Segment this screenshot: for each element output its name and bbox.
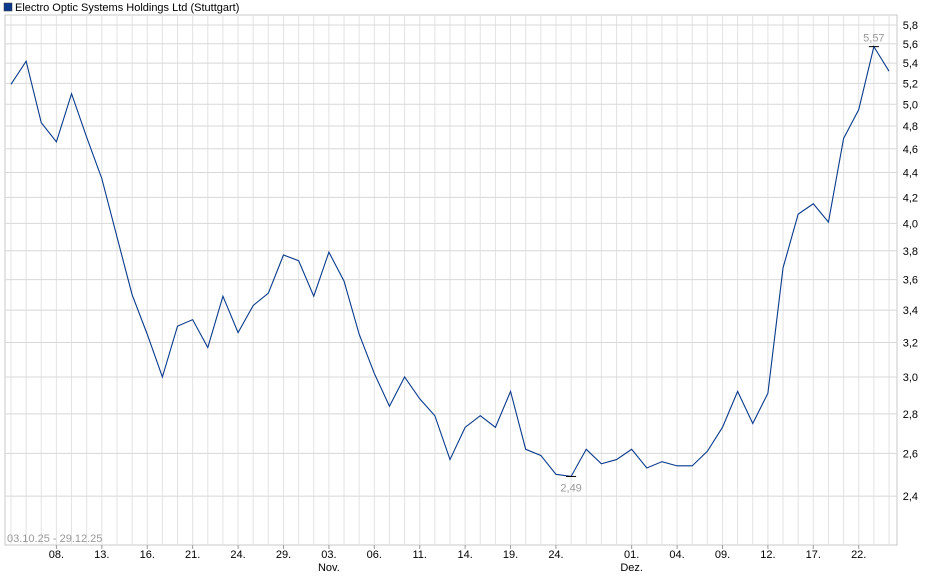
- date-range: 03.10.25 - 29.12.25: [7, 533, 102, 545]
- x-tick-label: 21.: [185, 549, 200, 561]
- y-tick-label: 5,4: [903, 58, 918, 70]
- y-tick-label: 5,6: [903, 39, 918, 51]
- value-label: 5,57: [863, 33, 884, 45]
- x-tick-label: 13.: [94, 549, 109, 561]
- y-tick-label: 5,8: [903, 20, 918, 32]
- x-tick-label: 01.: [624, 549, 639, 561]
- y-tick-label: 4,4: [903, 168, 918, 180]
- month-label: Nov.: [318, 562, 340, 574]
- y-tick-label: 3,8: [903, 246, 918, 258]
- x-tick-label: 24.: [548, 549, 563, 561]
- y-tick-label: 2,8: [903, 409, 918, 421]
- x-tick-label: 16.: [140, 549, 155, 561]
- y-tick-label: 2,6: [903, 448, 918, 460]
- x-tick-label: 11.: [412, 549, 426, 561]
- x-tick-label: 03.: [321, 549, 336, 561]
- x-tick-label: 29.: [276, 549, 291, 561]
- x-tick-label: 12.: [760, 549, 775, 561]
- y-tick-label: 2,4: [903, 491, 918, 503]
- x-tick-label: 24.: [230, 549, 245, 561]
- y-tick-label: 3,4: [903, 305, 918, 317]
- y-tick-label: 4,2: [903, 192, 918, 204]
- y-tick-label: 4,8: [903, 121, 918, 133]
- x-tick-label: 17.: [806, 549, 821, 561]
- legend-swatch: [3, 2, 13, 12]
- price-line: [10, 45, 890, 478]
- month-label: Dez.: [620, 562, 643, 574]
- x-tick-label: 04.: [669, 549, 684, 561]
- y-tick-label: 3,6: [903, 275, 918, 287]
- y-tick-label: 4,0: [903, 218, 918, 230]
- x-tick-label: 09.: [715, 549, 730, 561]
- x-tick-label: 06.: [367, 549, 382, 561]
- y-tick-label: 5,2: [903, 78, 918, 90]
- y-tick-label: 4,6: [903, 144, 918, 156]
- y-tick-label: 3,0: [903, 372, 918, 384]
- chart-title: Electro Optic Systems Holdings Ltd (Stut…: [15, 2, 239, 14]
- y-tick-label: 5,0: [903, 99, 918, 111]
- x-tick-label: 08.: [49, 549, 64, 561]
- x-tick-label: 14.: [457, 549, 472, 561]
- x-tick-label: 22.: [851, 549, 866, 561]
- y-tick-label: 3,2: [903, 338, 918, 350]
- value-label: 2,49: [560, 482, 581, 494]
- x-tick-label: 19.: [503, 549, 518, 561]
